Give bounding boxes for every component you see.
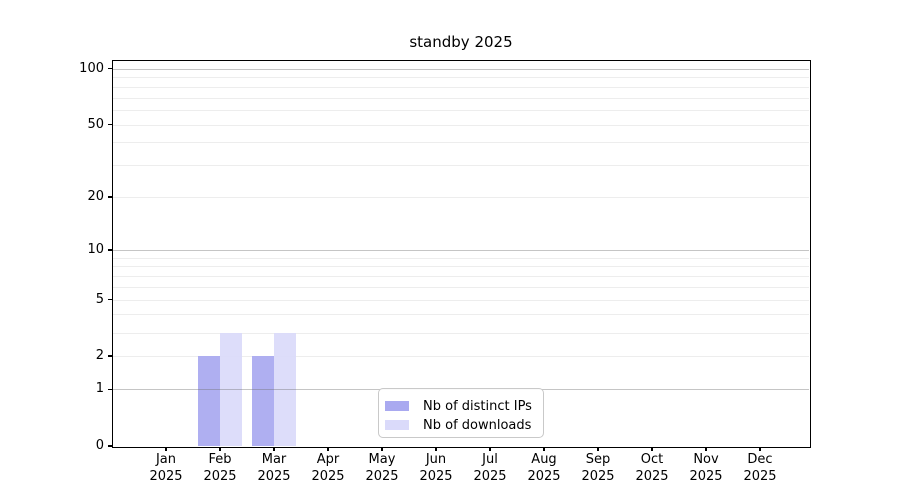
gridline-minor — [113, 165, 809, 167]
x-tick-label: Feb 2025 — [203, 452, 237, 484]
gridline-minor — [113, 109, 809, 111]
x-tick-mark — [651, 446, 653, 451]
x-tick-label: Jul 2025 — [473, 452, 507, 484]
gridline-minor — [113, 356, 809, 358]
chart-title: standby 2025 — [409, 33, 513, 51]
gridline-major — [113, 249, 809, 251]
x-tick-label: Jan 2025 — [149, 452, 183, 484]
x-tick-mark — [543, 446, 545, 451]
bar-distinct-ips — [252, 356, 274, 446]
x-tick-mark — [705, 446, 707, 451]
y-tick-label: 2 — [95, 348, 104, 364]
y-tick-mark — [108, 445, 113, 447]
gridline-minor — [113, 299, 809, 301]
y-tick-mark — [108, 355, 113, 357]
legend-swatch-downloads — [385, 420, 409, 430]
x-tick-mark — [759, 446, 761, 451]
gridline-minor — [113, 124, 809, 126]
y-tick-label: 20 — [87, 189, 104, 205]
gridline-minor — [113, 314, 809, 316]
y-tick-label: 5 — [95, 291, 104, 307]
gridline-minor — [113, 266, 809, 268]
legend-label-downloads: Nb of downloads — [423, 417, 532, 433]
gridline-minor — [113, 142, 809, 144]
y-tick-label: 10 — [87, 241, 104, 257]
y-tick-mark — [108, 67, 113, 70]
bar-distinct-ips — [198, 356, 220, 446]
y-tick-mark — [108, 249, 113, 251]
y-tick-mark — [108, 196, 113, 198]
x-tick-mark — [273, 446, 275, 451]
gridline-minor — [113, 197, 809, 199]
x-tick-label: May 2025 — [365, 452, 399, 484]
y-tick-label: 1 — [95, 381, 104, 397]
legend: Nb of distinct IPs Nb of downloads — [378, 388, 544, 438]
gridline-minor — [113, 332, 809, 334]
bar-downloads — [274, 332, 296, 446]
legend-entry-downloads: Nb of downloads — [385, 417, 535, 433]
x-tick-label: Mar 2025 — [257, 452, 291, 484]
y-tick-mark — [108, 123, 113, 126]
x-tick-mark — [327, 446, 329, 451]
x-tick-label: Nov 2025 — [689, 452, 723, 484]
y-tick-label: 100 — [79, 60, 104, 76]
y-tick-label: 0 — [95, 438, 104, 453]
x-tick-mark — [165, 446, 167, 451]
x-tick-mark — [597, 446, 599, 451]
gridline-minor — [113, 97, 809, 99]
y-tick-mark — [108, 388, 113, 391]
x-tick-mark — [435, 446, 437, 451]
y-tick-label: 50 — [87, 116, 104, 132]
gridline-minor — [113, 257, 809, 259]
legend-swatch-distinct-ips — [385, 401, 409, 411]
x-tick-label: Dec 2025 — [743, 452, 777, 484]
x-tick-label: Apr 2025 — [311, 452, 345, 484]
legend-entry-distinct-ips: Nb of distinct IPs — [385, 398, 535, 414]
plot-area — [113, 61, 809, 446]
legend-label-distinct-ips: Nb of distinct IPs — [423, 398, 532, 414]
x-tick-label: Aug 2025 — [527, 452, 561, 484]
gridline-major — [113, 68, 809, 70]
gridline-minor — [113, 286, 809, 288]
x-tick-label: Oct 2025 — [635, 452, 669, 484]
x-tick-label: Jun 2025 — [419, 452, 453, 484]
gridline-minor — [113, 86, 809, 88]
x-tick-mark — [219, 446, 221, 451]
gridline-minor — [113, 276, 809, 277]
x-tick-label: Sep 2025 — [581, 452, 615, 484]
x-tick-mark — [381, 446, 383, 451]
bar-downloads — [220, 332, 242, 446]
gridline-minor — [113, 77, 809, 79]
x-tick-mark — [489, 446, 491, 451]
y-tick-mark — [108, 298, 113, 301]
